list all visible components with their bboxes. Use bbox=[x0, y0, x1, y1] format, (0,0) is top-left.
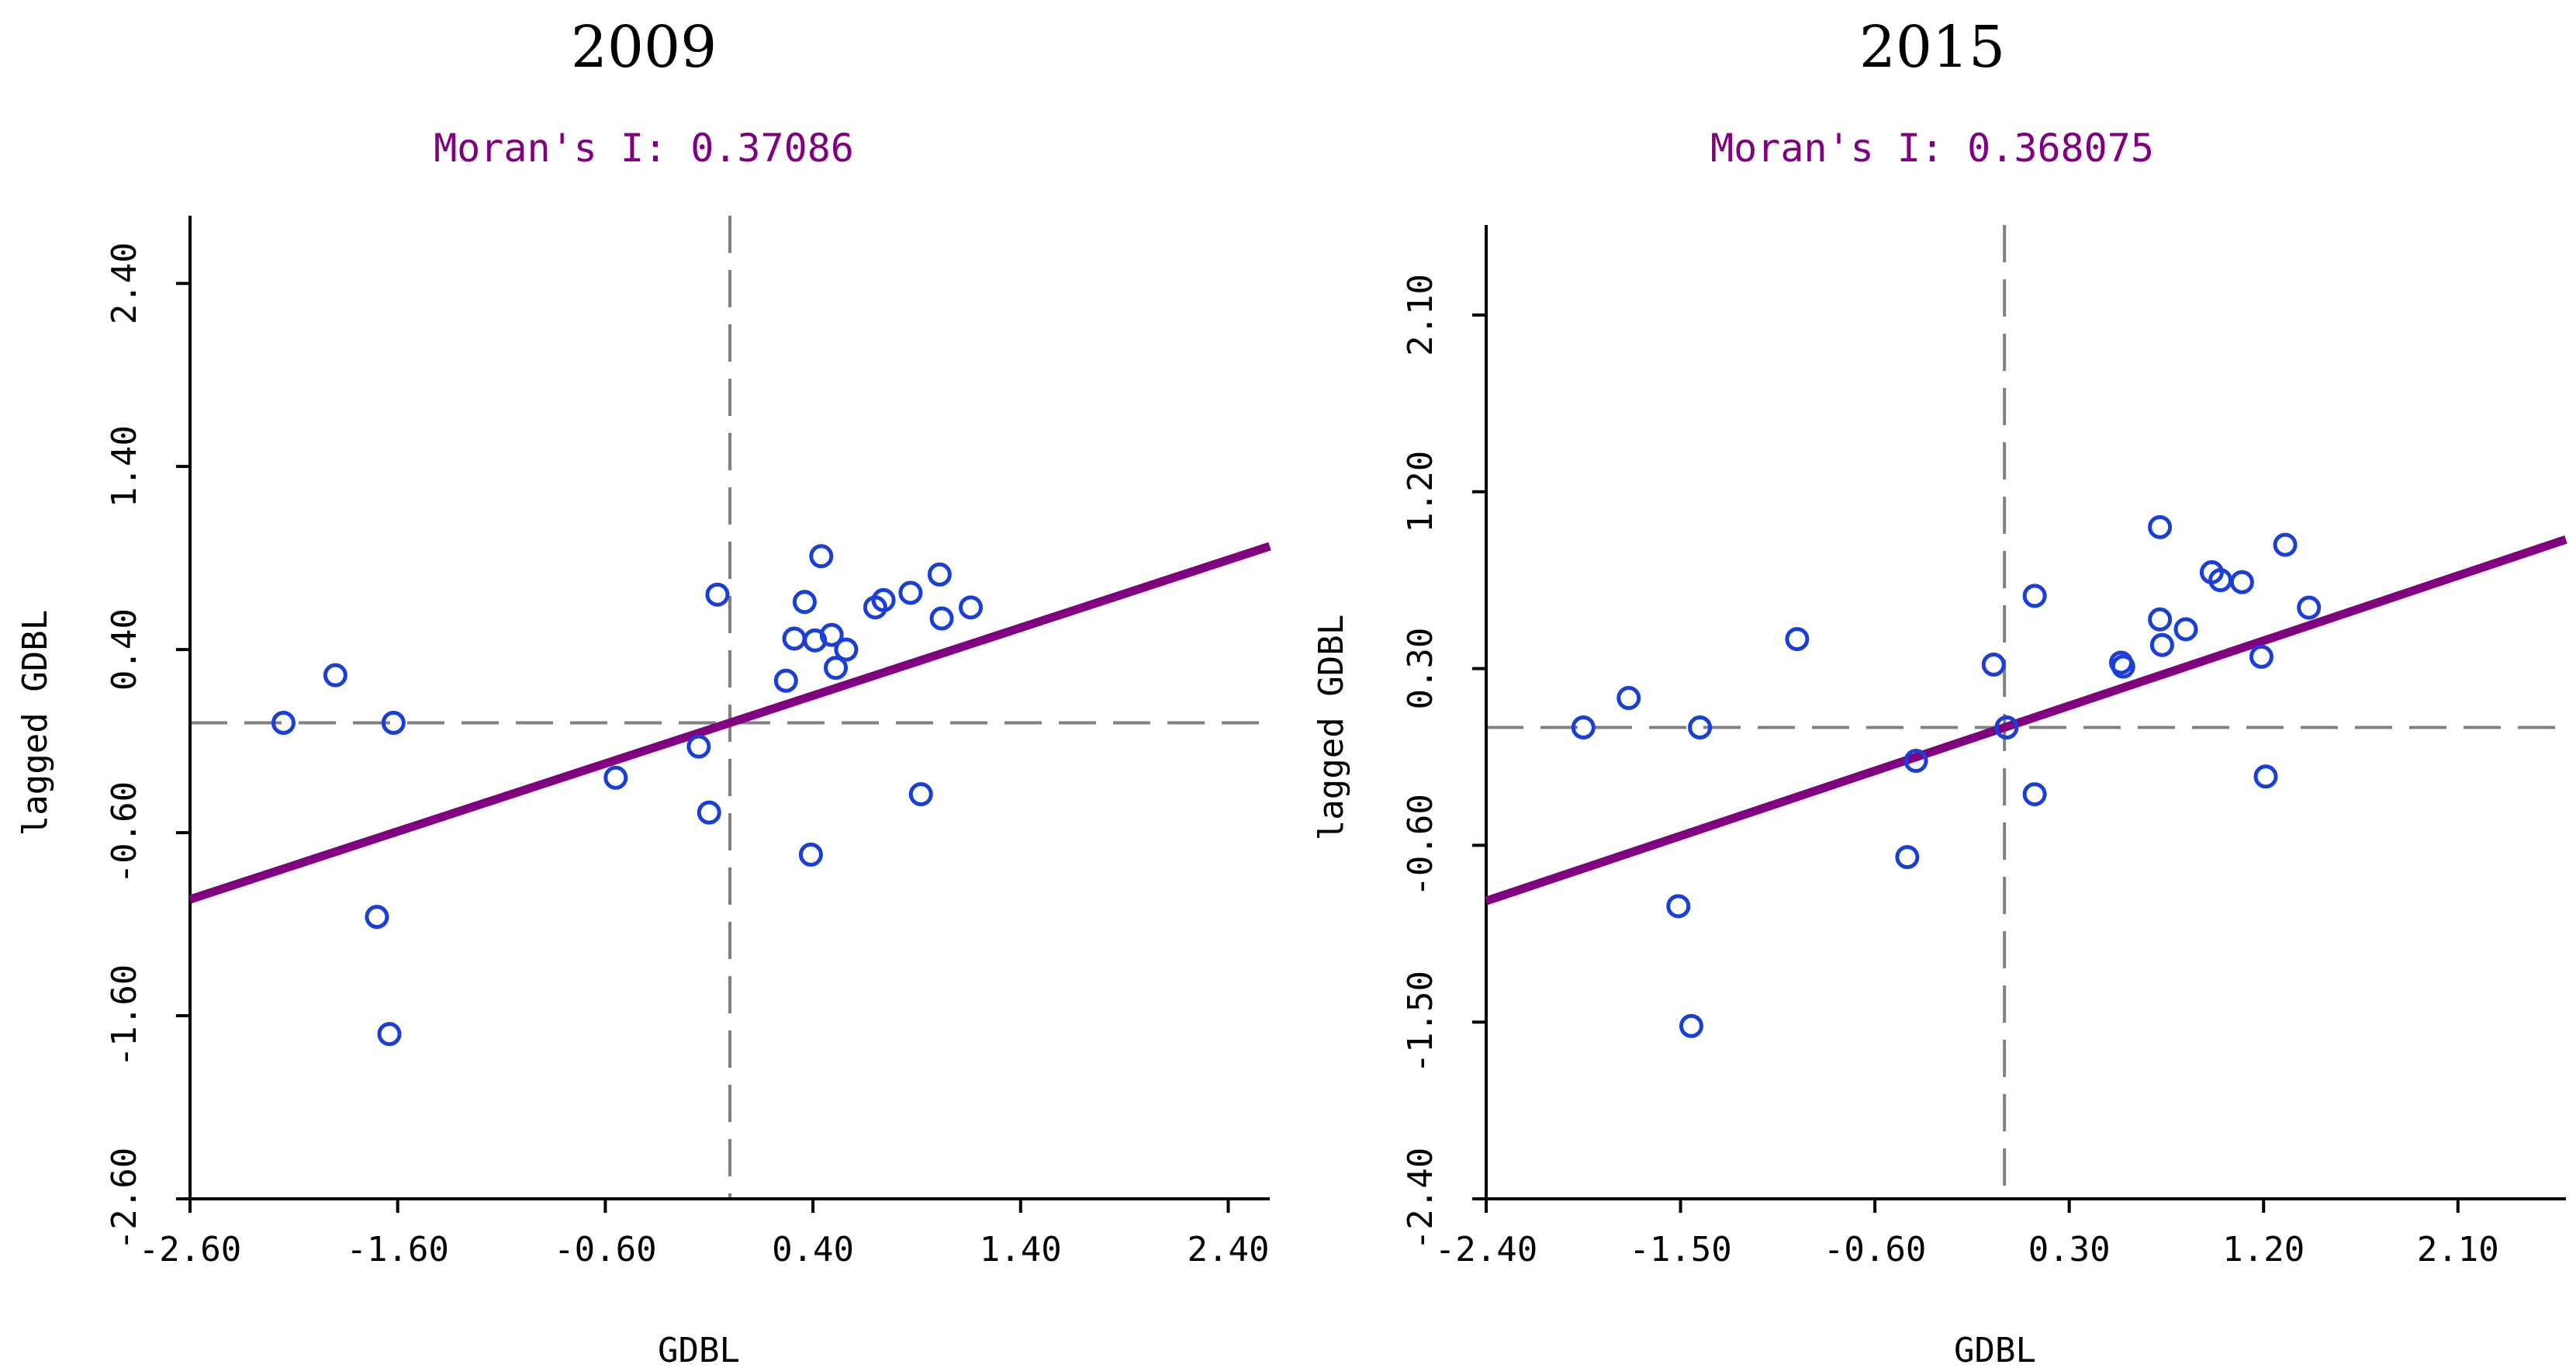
scatter-point-8 bbox=[697, 800, 721, 825]
y-tick-label: -1.60 bbox=[105, 965, 144, 1067]
scatter-point-2 bbox=[323, 663, 348, 687]
scatter-point-1 bbox=[1571, 715, 1596, 739]
scatter-point-13 bbox=[798, 842, 823, 867]
y-tick-label: -2.60 bbox=[105, 1148, 144, 1250]
scatter-point-16 bbox=[819, 622, 844, 647]
y-tick-label: -1.50 bbox=[1401, 971, 1440, 1073]
x-tick-label: -2.60 bbox=[139, 1230, 241, 1269]
scatter-point-25 bbox=[2297, 595, 2322, 620]
regression-line bbox=[1485, 535, 2567, 906]
x-tick-label: 2.10 bbox=[2417, 1230, 2499, 1269]
scatter-point-24 bbox=[929, 606, 954, 631]
x-tick-label: -1.50 bbox=[1629, 1230, 1731, 1269]
chart-title: 2009 bbox=[570, 14, 717, 81]
y-tick-label: 0.40 bbox=[105, 608, 144, 691]
chart-title: 2015 bbox=[1859, 14, 2006, 81]
scatter-point-12 bbox=[792, 590, 817, 615]
scatter-point-10 bbox=[1994, 715, 2019, 739]
y-axis-label: lagged GDBL bbox=[1312, 615, 1351, 840]
scatter-point-10 bbox=[773, 668, 798, 693]
scatter-point-23 bbox=[2253, 764, 2278, 789]
scatter-point-21 bbox=[898, 580, 923, 605]
x-tick-label: -1.60 bbox=[346, 1230, 448, 1269]
scatter-point-3 bbox=[381, 711, 406, 735]
scatter-point-6 bbox=[603, 765, 628, 790]
y-tick-label: -0.60 bbox=[1401, 794, 1440, 896]
scatter-point-22 bbox=[908, 782, 933, 807]
x-axis-label: GDBL bbox=[658, 1331, 740, 1368]
morans-i-label: Moran's I: 0.368075 bbox=[1710, 126, 2154, 171]
scatter-point-11 bbox=[782, 626, 807, 651]
y-tick-label: -0.60 bbox=[105, 781, 144, 884]
scatter-point-9 bbox=[705, 582, 730, 607]
scatter-point-22 bbox=[2249, 644, 2273, 669]
y-tick-label: -2.40 bbox=[1401, 1148, 1440, 1250]
y-tick-label: 2.40 bbox=[105, 242, 144, 324]
scatter-point-5 bbox=[377, 1022, 402, 1047]
scatter-point-15 bbox=[2148, 607, 2173, 632]
scatter-point-17 bbox=[2148, 514, 2173, 539]
x-tick-label: -0.60 bbox=[554, 1230, 656, 1269]
scatter-point-18 bbox=[834, 637, 859, 662]
x-tick-label: 0.40 bbox=[772, 1230, 854, 1269]
scatter-point-4 bbox=[1679, 1013, 1703, 1038]
regression-line bbox=[188, 542, 1271, 904]
scatter-point-7 bbox=[686, 734, 711, 759]
moran-scatter-plot-2015: -2.40 -1.50 -0.60 0.30 1.20 2.10 -2.40 -1.50 -0.… bbox=[1312, 225, 2567, 1368]
scatter-point-1 bbox=[271, 711, 296, 735]
scatter-point-23 bbox=[927, 562, 952, 587]
scatter-point-15 bbox=[809, 544, 834, 569]
scatter-point-14 bbox=[2111, 654, 2135, 679]
scatter-point-17 bbox=[824, 656, 849, 681]
scatter-point-25 bbox=[959, 595, 984, 620]
scatter-point-12 bbox=[2022, 584, 2047, 608]
scatter-point-6 bbox=[1785, 627, 1810, 652]
scatter-point-8 bbox=[1903, 749, 1928, 774]
scatter-point-5 bbox=[1688, 715, 1713, 739]
scatter-point-7 bbox=[1895, 845, 1920, 870]
scatter-point-18 bbox=[2173, 617, 2198, 642]
morans-i-label: Moran's I: 0.37086 bbox=[434, 126, 854, 171]
scatter-point-2 bbox=[1616, 686, 1641, 711]
y-tick-label: 0.30 bbox=[1401, 628, 1440, 710]
y-tick-label: 1.20 bbox=[1401, 451, 1440, 533]
scatter-panel-2015: 2015 Moran's I: 0.368075 -2.40 -1.50 -0.60… bbox=[1288, 0, 2576, 1368]
moran-scatter-plot-2009: -2.60 -1.60 -0.60 0.40 1.40 2.40 -2.60 -1.60 -0.… bbox=[16, 216, 1271, 1368]
y-tick-label: 2.10 bbox=[1401, 274, 1440, 356]
scatter-point-16 bbox=[2149, 632, 2174, 657]
scatter-point-9 bbox=[1981, 653, 2006, 677]
scatter-panel-2009: 2009 Moran's I: 0.37086 -2.60 -1.60 -0.60 0… bbox=[16, 14, 1271, 1368]
scatter-point-21 bbox=[2229, 570, 2254, 594]
y-axis-label: lagged GDBL bbox=[16, 610, 55, 836]
scatter-point-4 bbox=[365, 905, 389, 930]
scatter-point-3 bbox=[1666, 894, 1691, 919]
scatter-point-11 bbox=[2022, 782, 2047, 807]
x-tick-label: 0.30 bbox=[2028, 1230, 2111, 1269]
x-tick-label: -2.40 bbox=[1435, 1230, 1537, 1269]
x-tick-label: 1.40 bbox=[980, 1230, 1062, 1269]
scatter-point-20 bbox=[871, 587, 896, 612]
x-tick-label: 1.20 bbox=[2222, 1230, 2305, 1269]
x-tick-label: -0.60 bbox=[1824, 1230, 1926, 1269]
y-tick-label: 1.40 bbox=[105, 425, 144, 507]
scatter-point-24 bbox=[2273, 532, 2298, 557]
x-tick-label: 2.40 bbox=[1187, 1230, 1269, 1269]
x-axis-label: GDBL bbox=[1954, 1331, 2036, 1368]
